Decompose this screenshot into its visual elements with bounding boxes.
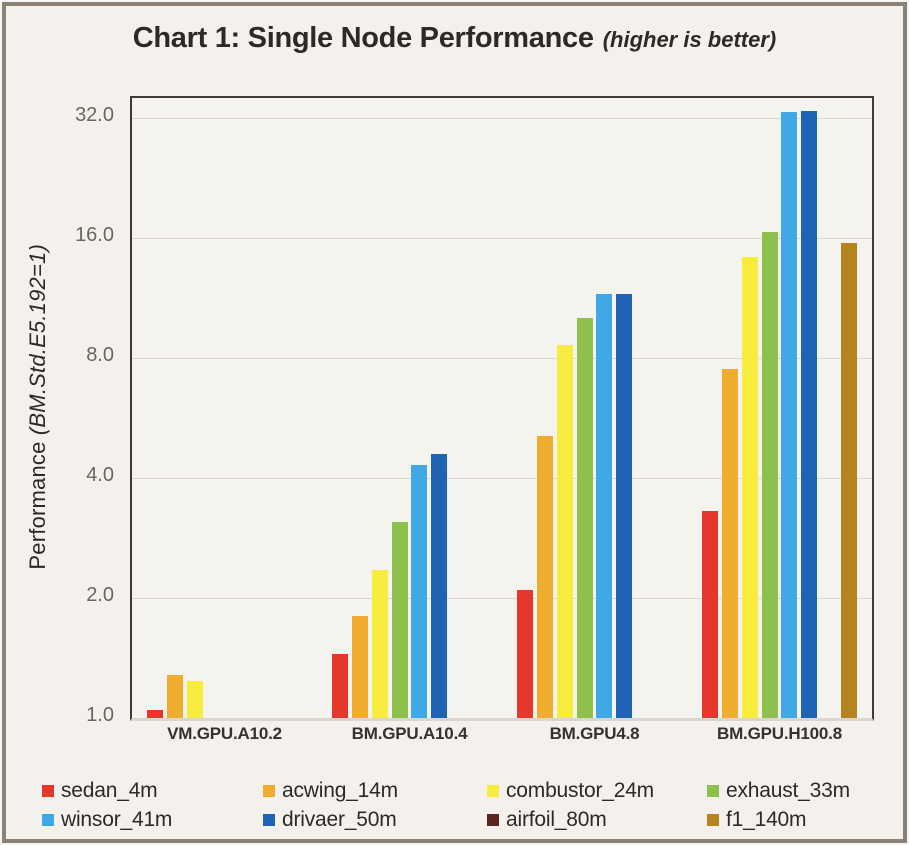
legend-label-winsor_41m: winsor_41m — [61, 808, 173, 831]
chart-title-text: Chart 1: Single Node Performance — [132, 22, 594, 54]
y-tick-label-16: 16.0 — [75, 224, 114, 246]
legend-swatch-sedan_4m — [42, 785, 54, 797]
y-axis-title-text: Performance — [25, 435, 50, 570]
legend-swatch-winsor_41m — [42, 814, 54, 826]
bar-sedan_4m-VM.GPU.A10.2 — [147, 709, 164, 718]
gridline-2 — [132, 598, 872, 599]
legend-item-f1_140m: f1_140m — [707, 808, 807, 832]
bar-combustor_24m-BM.GPU4.8 — [556, 345, 573, 718]
y-tick-label-2: 2.0 — [86, 584, 114, 606]
bar-sedan_4m-BM.GPU.H100.8 — [702, 511, 719, 718]
legend-label-sedan_4m: sedan_4m — [61, 779, 158, 802]
bar-sedan_4m-BM.GPU4.8 — [517, 589, 534, 718]
y-tick-label-32: 32.0 — [75, 104, 114, 126]
bar-exhaust_33m-BM.GPU.H100.8 — [761, 231, 778, 718]
legend-item-acwing_14m: acwing_14m — [263, 779, 398, 803]
legend-swatch-f1_140m — [707, 814, 719, 826]
x-tick-label-BM.GPU.H100.8: BM.GPU.H100.8 — [717, 724, 842, 743]
chart-title: Chart 1: Single Node Performance (higher… — [0, 22, 909, 55]
legend-label-airfoil_80m: airfoil_80m — [506, 808, 607, 831]
legend-label-combustor_24m: combustor_24m — [506, 779, 654, 802]
legend-item-drivaer_50m: drivaer_50m — [263, 808, 397, 832]
legend-swatch-exhaust_33m — [707, 785, 719, 797]
legend-swatch-airfoil_80m — [487, 814, 499, 826]
bar-acwing_14m-BM.GPU.A10.4 — [352, 616, 369, 718]
bar-winsor_41m-BM.GPU.A10.4 — [411, 465, 428, 718]
x-tick-label-VM.GPU.A10.2: VM.GPU.A10.2 — [167, 724, 282, 743]
bar-sedan_4m-BM.GPU.A10.4 — [332, 653, 349, 718]
y-axis-title-note: (BM.Std.E5.192=1) — [25, 244, 50, 436]
bar-drivaer_50m-BM.GPU.A10.4 — [431, 453, 448, 718]
gridline-16 — [132, 238, 872, 239]
legend-item-exhaust_33m: exhaust_33m — [707, 779, 850, 803]
bar-acwing_14m-BM.GPU.H100.8 — [722, 369, 739, 718]
legend-label-drivaer_50m: drivaer_50m — [282, 808, 397, 831]
bar-f1_140m-BM.GPU.H100.8 — [840, 243, 857, 718]
y-tick-label-8: 8.0 — [86, 344, 114, 366]
gridline-4 — [132, 478, 872, 479]
bar-drivaer_50m-BM.GPU4.8 — [616, 293, 633, 718]
legend-label-f1_140m: f1_140m — [726, 808, 807, 831]
plot-area — [130, 96, 874, 721]
bar-exhaust_33m-BM.GPU.A10.4 — [391, 522, 408, 718]
legend-item-airfoil_80m: airfoil_80m — [487, 808, 607, 832]
bar-acwing_14m-VM.GPU.A10.2 — [167, 675, 184, 718]
gridline-8 — [132, 358, 872, 359]
legend-swatch-acwing_14m — [263, 785, 275, 797]
bar-combustor_24m-VM.GPU.A10.2 — [186, 680, 203, 718]
bar-winsor_41m-BM.GPU.H100.8 — [781, 111, 798, 718]
bar-combustor_24m-BM.GPU.A10.4 — [371, 570, 388, 718]
bar-exhaust_33m-BM.GPU4.8 — [576, 317, 593, 718]
y-tick-label-1: 1.0 — [86, 704, 114, 726]
legend-item-combustor_24m: combustor_24m — [487, 779, 654, 803]
bar-acwing_14m-BM.GPU4.8 — [537, 435, 554, 718]
bar-combustor_24m-BM.GPU.H100.8 — [741, 257, 758, 718]
legend-item-sedan_4m: sedan_4m — [42, 779, 158, 803]
bar-drivaer_50m-BM.GPU.H100.8 — [801, 110, 818, 718]
y-tick-label-4: 4.0 — [86, 464, 114, 486]
bar-winsor_41m-BM.GPU4.8 — [596, 293, 613, 718]
legend-swatch-combustor_24m — [487, 785, 499, 797]
legend-label-acwing_14m: acwing_14m — [282, 779, 398, 802]
legend-swatch-drivaer_50m — [263, 814, 275, 826]
legend-label-exhaust_33m: exhaust_33m — [726, 779, 850, 802]
x-tick-label-BM.GPU4.8: BM.GPU4.8 — [549, 724, 640, 743]
chart-title-note: (higher is better) — [602, 27, 777, 52]
x-tick-label-BM.GPU.A10.4: BM.GPU.A10.4 — [351, 724, 468, 743]
gridline-32 — [132, 118, 872, 119]
y-axis-title: Performance (BM.Std.E5.192=1) — [12, 96, 64, 718]
legend-item-winsor_41m: winsor_41m — [42, 808, 172, 832]
